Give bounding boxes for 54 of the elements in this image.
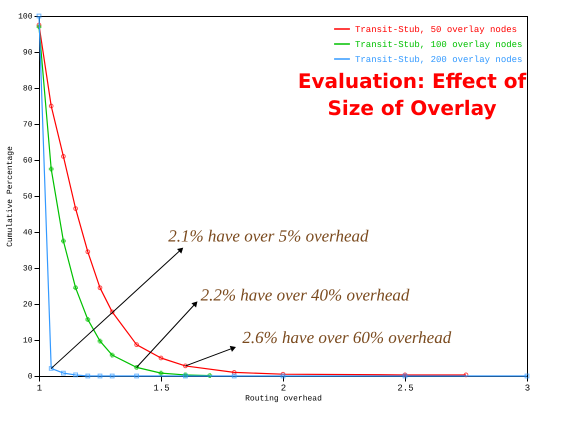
point [158, 356, 164, 360]
point [98, 338, 102, 344]
legend-label: Transit-Stub, 200 overlay nodes [355, 55, 522, 65]
point [110, 310, 115, 314]
point [98, 285, 102, 290]
point [232, 370, 237, 375]
y-tick-label: 80 [22, 84, 33, 94]
y-tick-label: 20 [22, 300, 33, 310]
point [207, 373, 212, 378]
point [61, 370, 66, 376]
annotation: 2.6% have over 60% overhead [242, 328, 452, 347]
y-tick-label: 100 [18, 12, 33, 22]
point [158, 370, 164, 376]
y-tick-label: 30 [22, 264, 33, 274]
point [98, 374, 102, 378]
point [232, 374, 237, 378]
y-tick-label: 60 [22, 156, 33, 166]
annotation: 2.1% have over 5% overhead [168, 226, 370, 246]
y-tick-label: 90 [22, 48, 33, 58]
legend-label: Transit-Stub, 50 overlay nodes [355, 25, 518, 35]
x-tick-label: 2.5 [397, 384, 414, 394]
point [134, 342, 139, 348]
x-tick-label: 2 [280, 384, 286, 394]
y-tick-label: 50 [22, 192, 33, 202]
point [48, 104, 54, 108]
point [524, 374, 530, 378]
x-tick-label: 1 [36, 384, 42, 394]
y-tick-label: 0 [28, 372, 33, 382]
y-tick-label: 10 [22, 336, 33, 346]
y-tick-label: 70 [22, 120, 33, 130]
point [61, 154, 66, 159]
point [73, 285, 78, 290]
point [73, 206, 78, 211]
point [73, 372, 78, 378]
y-tick-label: 40 [22, 228, 33, 238]
x-tick-label: 3 [524, 384, 530, 394]
point [36, 14, 42, 18]
point [134, 374, 139, 378]
y-axis-title: Cumulative Percentage [6, 146, 16, 247]
point [85, 317, 90, 322]
x-axis-title: Routing overhead [245, 394, 322, 404]
point [134, 364, 139, 370]
point [85, 374, 90, 378]
annotation: 2.2% have over 40% overhead [200, 285, 410, 304]
point [48, 366, 54, 371]
point [183, 364, 188, 368]
point [61, 238, 66, 244]
legend-label: Transit-Stub, 100 overlay nodes [355, 40, 522, 50]
x-tick-label: 1.5 [153, 384, 170, 394]
point [110, 374, 115, 378]
point [48, 166, 54, 172]
point [110, 352, 115, 358]
point [85, 249, 90, 254]
text: Evaluation: Effect of Size of Overlay [298, 69, 526, 120]
